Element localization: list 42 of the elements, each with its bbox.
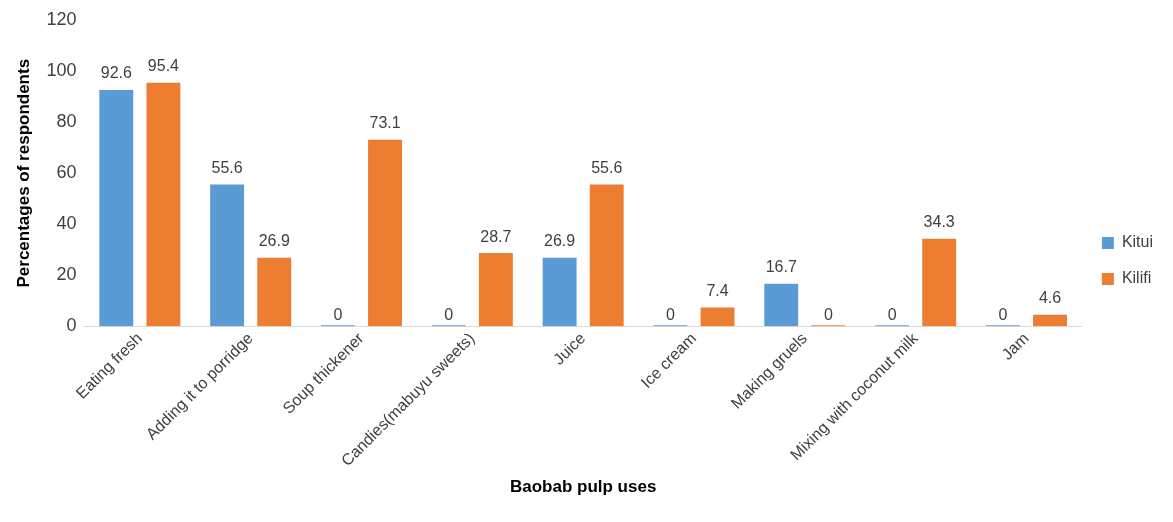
y-tick-label: 120 xyxy=(46,8,77,29)
y-tick-label: 100 xyxy=(46,60,77,81)
y-tick-label: 80 xyxy=(56,111,77,132)
data-label: 92.6 xyxy=(100,64,132,82)
bar xyxy=(210,184,245,327)
bar xyxy=(368,139,403,327)
y-axis-title: Percentages of respondents xyxy=(13,58,33,288)
bar xyxy=(764,283,799,327)
y-tick-label: 60 xyxy=(56,162,77,183)
data-label: 0 xyxy=(665,305,675,323)
data-label: 0 xyxy=(444,305,454,323)
data-label: 0 xyxy=(887,305,897,323)
data-label: 55.6 xyxy=(591,158,623,176)
legend-label: Kilifi xyxy=(1121,269,1152,287)
y-tick-label: 0 xyxy=(66,315,77,336)
data-label: 95.4 xyxy=(147,57,180,75)
y-tick-label: 40 xyxy=(56,213,77,234)
bar xyxy=(922,238,957,327)
bar xyxy=(257,257,292,327)
data-label: 0 xyxy=(823,305,833,323)
data-label: 0 xyxy=(998,305,1008,323)
x-tick-label: Jam xyxy=(998,329,1032,363)
data-label: 26.9 xyxy=(544,232,576,250)
data-label: 4.6 xyxy=(1038,289,1062,307)
bar xyxy=(146,82,181,327)
data-label: 55.6 xyxy=(211,158,243,176)
data-label: 16.7 xyxy=(765,258,797,276)
data-label: 0 xyxy=(333,305,343,323)
legend-label: Kitui xyxy=(1121,233,1153,251)
bar xyxy=(478,253,513,327)
bar xyxy=(1033,314,1067,327)
data-label: 28.7 xyxy=(480,227,512,245)
data-label: 26.9 xyxy=(258,232,290,250)
bar xyxy=(700,307,735,327)
bar xyxy=(99,89,134,327)
data-label: 73.1 xyxy=(369,114,401,132)
y-tick-label: 20 xyxy=(56,264,77,285)
data-label: 7.4 xyxy=(706,281,729,299)
bar xyxy=(589,184,624,327)
bar xyxy=(542,257,577,327)
data-label: 34.3 xyxy=(923,213,955,231)
x-axis-title: Baobab pulp uses xyxy=(509,477,657,497)
